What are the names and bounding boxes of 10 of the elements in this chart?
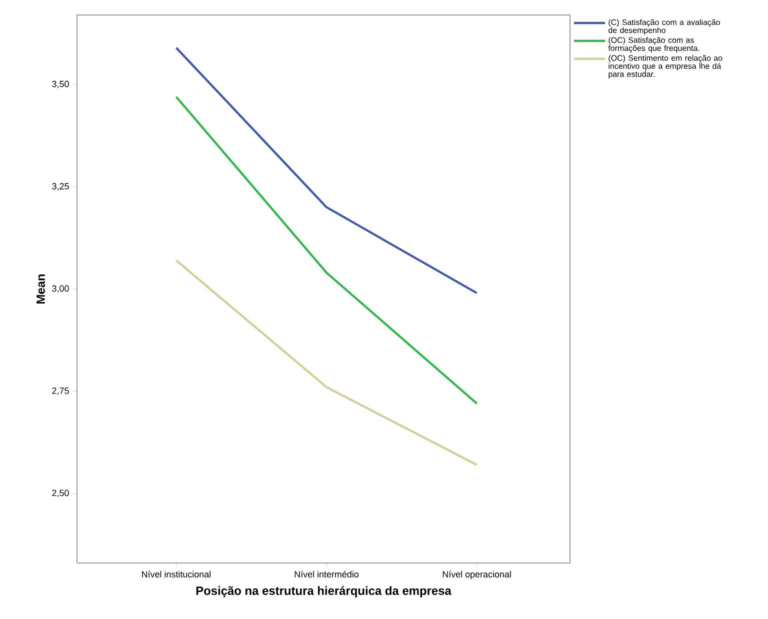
x-tick-label: Nível institucional bbox=[142, 570, 210, 578]
x-tick-label: Nível operacional bbox=[442, 570, 511, 580]
y-tick-label: 3,25 bbox=[52, 183, 69, 190]
y-tick-label: 2,75 bbox=[52, 388, 69, 395]
y-axis-title: Mean bbox=[36, 274, 45, 304]
x-tick-label: Nível intermédio bbox=[294, 570, 359, 578]
y-tick-label: 3,50 bbox=[52, 80, 69, 88]
y-tick-label: 3,00 bbox=[52, 285, 69, 293]
x-axis-title: Posição na estrutura hierárquica da empresa bbox=[196, 586, 452, 598]
y-tick-label: 2,50 bbox=[52, 490, 69, 498]
